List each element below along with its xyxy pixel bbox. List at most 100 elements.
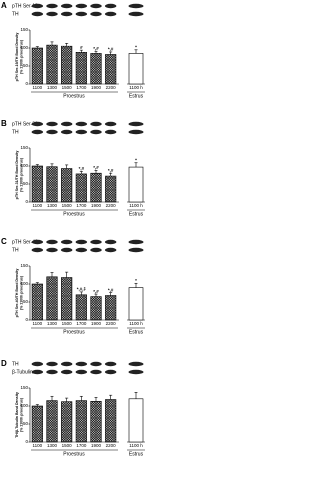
x-tick-label: 1500 bbox=[62, 203, 73, 208]
y-axis-label: pTH Ser-19/TH Band Density bbox=[15, 33, 19, 82]
bar bbox=[105, 175, 117, 203]
blot-band bbox=[128, 369, 144, 375]
bar bbox=[31, 47, 43, 85]
x-tick-label: 1900 bbox=[91, 85, 102, 90]
y-tick-label: 50 bbox=[23, 181, 29, 186]
bar bbox=[31, 165, 43, 203]
y-tick-label: 150 bbox=[20, 27, 28, 32]
significance-label: *,# bbox=[93, 165, 99, 170]
blot-band bbox=[31, 129, 44, 135]
blot-band bbox=[90, 3, 102, 9]
blot-band bbox=[128, 11, 144, 17]
blot-band bbox=[46, 121, 58, 127]
blot-band bbox=[75, 121, 88, 127]
bar bbox=[128, 398, 144, 443]
x-tick-label: 1500 bbox=[62, 85, 73, 90]
blot-band bbox=[75, 11, 88, 17]
blot-band bbox=[104, 121, 117, 127]
significance-label: *,#,‡ bbox=[77, 287, 87, 292]
significance-label: # bbox=[80, 45, 83, 50]
bar bbox=[75, 52, 87, 85]
bar bbox=[61, 168, 73, 203]
x-tick-label: 1700 bbox=[76, 203, 87, 208]
blot-band bbox=[104, 361, 117, 367]
blot-band bbox=[90, 129, 102, 135]
group-label: Proestrus bbox=[63, 451, 85, 457]
blot-band bbox=[60, 239, 73, 245]
x-tick-label: 1300 bbox=[47, 85, 58, 90]
blot-band bbox=[60, 361, 73, 367]
y-tick-label: 100 bbox=[20, 403, 28, 408]
blot-label: pTH Ser-31 bbox=[12, 121, 38, 127]
blot-band bbox=[90, 369, 102, 375]
x-tick-label: 2200 bbox=[106, 321, 117, 326]
x-tick-label: 1100 bbox=[32, 203, 42, 208]
blot-label: TH bbox=[12, 11, 19, 17]
bar bbox=[128, 53, 144, 85]
y-tick-label: 100 bbox=[20, 163, 28, 168]
x-tick-label: 1700 bbox=[76, 321, 87, 326]
blot-band bbox=[46, 3, 58, 9]
x-tick-label: 1100 h bbox=[129, 443, 143, 448]
blot-band bbox=[31, 247, 44, 253]
blot-band bbox=[90, 361, 102, 367]
blot-band bbox=[46, 361, 58, 367]
blot-band bbox=[128, 361, 144, 367]
x-tick-label: 1700 bbox=[76, 85, 87, 90]
blot-band bbox=[46, 11, 58, 17]
blot-band bbox=[104, 369, 117, 375]
blot-label: pTH Ser-40 bbox=[12, 239, 38, 245]
blot-band bbox=[46, 369, 58, 375]
blot-band bbox=[31, 3, 44, 9]
bar bbox=[61, 45, 73, 85]
bar bbox=[31, 405, 43, 443]
bar bbox=[75, 294, 87, 321]
blot-band bbox=[46, 129, 58, 135]
blot-band bbox=[90, 121, 102, 127]
y-tick-label: 0 bbox=[25, 81, 28, 86]
significance-label: *,# bbox=[108, 168, 114, 173]
x-tick-label: 2200 bbox=[106, 203, 117, 208]
blot-band bbox=[104, 129, 117, 135]
y-axis-label: pTH Ser-31/TH Band Density bbox=[15, 151, 19, 200]
blot-band bbox=[46, 239, 58, 245]
y-tick-label: 0 bbox=[25, 439, 28, 444]
bar bbox=[46, 44, 58, 85]
blot-band bbox=[31, 361, 44, 367]
y-tick-label: 150 bbox=[20, 263, 28, 268]
blot-band bbox=[75, 369, 88, 375]
group-label: Proestrus bbox=[63, 211, 85, 217]
blot-band bbox=[75, 247, 88, 253]
blot-band bbox=[31, 121, 44, 127]
y-axis-label: (% 1100h proestrus) bbox=[19, 157, 23, 192]
blot-band bbox=[128, 121, 144, 127]
significance-label: * bbox=[135, 44, 137, 49]
group-label: Proestrus bbox=[63, 93, 85, 99]
blot-band bbox=[90, 247, 102, 253]
x-tick-label: 1100 bbox=[32, 85, 42, 90]
bar bbox=[128, 287, 144, 321]
significance-label: *,# bbox=[79, 166, 85, 171]
bar bbox=[105, 399, 117, 443]
x-tick-label: 1100 bbox=[32, 321, 42, 326]
blot-band bbox=[46, 247, 58, 253]
blot-band bbox=[128, 3, 144, 9]
blot-band bbox=[75, 361, 88, 367]
x-tick-label: 1900 bbox=[91, 203, 102, 208]
bar bbox=[75, 173, 87, 203]
group-label: Estrus bbox=[129, 329, 144, 335]
group-label: Proestrus bbox=[63, 329, 85, 335]
y-tick-label: 50 bbox=[23, 299, 29, 304]
x-tick-label: 1100 h bbox=[129, 203, 143, 208]
bar bbox=[46, 276, 58, 321]
significance-label: *,# bbox=[108, 47, 114, 52]
x-tick-label: 1900 bbox=[91, 321, 102, 326]
y-axis-label: pTH Ser-40/TH Band Density bbox=[15, 269, 19, 318]
bar bbox=[31, 283, 43, 321]
y-axis-label: TH/β-Tubulin Band Density bbox=[15, 392, 19, 438]
y-axis-label: (% 1100h proestrus) bbox=[19, 397, 23, 432]
bar bbox=[90, 296, 102, 321]
bar bbox=[46, 166, 58, 203]
